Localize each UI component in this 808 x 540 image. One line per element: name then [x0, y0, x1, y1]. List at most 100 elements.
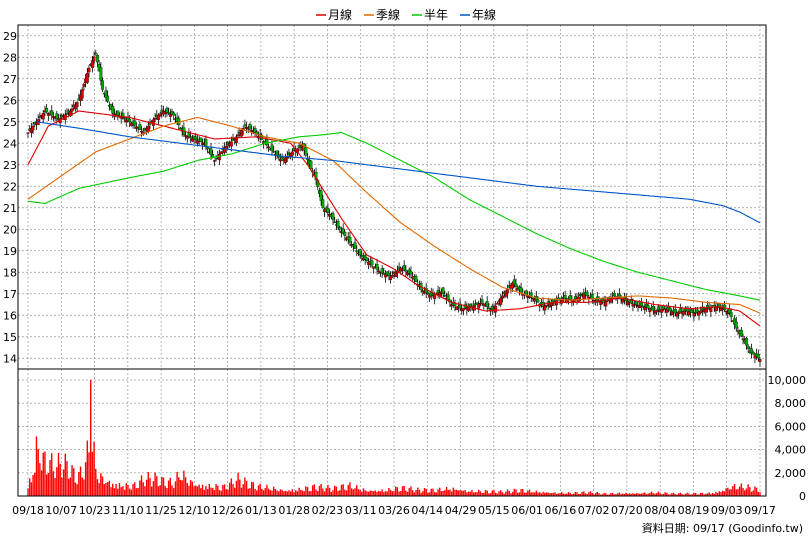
date-tick-label: 12/10 — [179, 504, 211, 517]
candle-body-up — [140, 130, 143, 133]
candlestick — [462, 308, 465, 315]
volume-bar — [430, 488, 432, 496]
candle-body-down — [206, 147, 210, 150]
volume-bar — [183, 470, 185, 496]
candlestick — [389, 271, 393, 284]
volume-bar — [642, 493, 644, 496]
volume-bar — [349, 482, 351, 496]
volume-bar — [666, 492, 668, 496]
volume-bar — [569, 493, 571, 496]
volume-bar — [411, 490, 414, 496]
volume-bar — [327, 484, 329, 496]
volume-bar — [328, 488, 331, 496]
volume-bar — [606, 494, 609, 496]
volume-bar — [408, 488, 410, 496]
volume-bar — [720, 492, 722, 496]
volume-bar — [44, 451, 46, 496]
volume-bar — [49, 459, 51, 496]
candlestick — [744, 336, 748, 350]
volume-tick-label: 4,000 — [775, 444, 807, 457]
volume-bar — [625, 492, 627, 496]
candle-body-up — [377, 270, 381, 272]
volume-bar — [623, 493, 626, 496]
volume-bar — [88, 452, 90, 496]
volume-bar — [711, 493, 714, 496]
volume-bar — [462, 490, 465, 496]
volume-bar — [83, 479, 85, 496]
candlestick — [350, 241, 354, 248]
candlestick — [80, 86, 84, 101]
volume-bar — [461, 490, 463, 496]
candle-body-up — [604, 301, 608, 307]
price-tick-label: 28 — [3, 51, 17, 64]
volume-bar — [173, 488, 175, 496]
volume-bar — [525, 492, 527, 496]
volume-bar — [137, 487, 139, 496]
candle-body-down — [179, 127, 182, 130]
volume-bar — [166, 488, 168, 496]
volume-bar — [74, 482, 77, 496]
volume-bar — [123, 489, 126, 496]
volume-bar — [125, 483, 127, 496]
volume-bar — [159, 485, 161, 496]
candle-body-up — [758, 359, 762, 362]
volume-bar — [549, 492, 551, 496]
volume-bar — [128, 488, 131, 496]
volume-bar — [455, 489, 458, 496]
candlestick — [370, 256, 374, 268]
volume-bar — [574, 491, 577, 496]
date-axis-labels: 09/18 10/07 10/23 11/10 11/25 12/10 12/26 01/13… — [12, 504, 776, 517]
volume-bar — [640, 493, 643, 496]
candle-body-up — [82, 83, 86, 87]
volume-bar — [178, 477, 180, 496]
price-tick-label: 26 — [3, 94, 17, 107]
volume-bar — [433, 492, 436, 496]
candle-body-down — [536, 299, 540, 303]
volume-bar — [140, 475, 143, 496]
volume-bar — [240, 487, 243, 496]
candle-body-up — [290, 151, 294, 156]
candlestick — [404, 265, 408, 277]
ma-line-月線 — [27, 110, 761, 327]
volume-bar — [528, 489, 531, 496]
volume-bar — [269, 489, 272, 496]
volume-bar — [559, 493, 561, 496]
candlestick — [729, 308, 733, 323]
volume-bar — [291, 489, 294, 496]
volume-bar — [317, 491, 319, 496]
volume-bar — [716, 493, 719, 496]
date-tick-label: 07/20 — [611, 504, 643, 517]
volume-bar — [223, 484, 226, 496]
candle-body-up — [550, 302, 554, 306]
volume-bar — [523, 492, 526, 496]
candle-body-up — [467, 307, 471, 311]
volume-bar — [547, 492, 549, 496]
candlestick — [182, 122, 186, 137]
volume-bar — [435, 492, 438, 496]
candlestick — [280, 153, 284, 162]
volume-bar — [313, 484, 316, 496]
candle-body-down — [194, 136, 198, 140]
volume-bar — [401, 486, 404, 496]
volume-bar — [542, 491, 544, 496]
volume-bar — [613, 494, 615, 496]
volume-bar — [364, 490, 366, 496]
volume-bar — [637, 493, 639, 496]
candle-body-down — [272, 151, 276, 153]
date-tick-label: 05/15 — [478, 504, 510, 517]
candlestick — [734, 316, 738, 332]
date-tick-label: 11/25 — [145, 504, 177, 517]
candlestick — [472, 300, 476, 314]
volume-bar — [271, 490, 273, 496]
candle-body-down — [746, 346, 750, 349]
candle-body-up — [250, 130, 254, 132]
candle-body-up — [153, 118, 157, 120]
volume-bar — [217, 485, 219, 496]
candlestick — [477, 300, 481, 314]
legend-item: 月線 — [316, 7, 352, 22]
candle-body-down — [121, 112, 125, 118]
volume-bar — [622, 493, 624, 496]
candlestick — [234, 134, 238, 147]
candlestick — [365, 257, 369, 263]
candle-body-down — [304, 147, 308, 156]
